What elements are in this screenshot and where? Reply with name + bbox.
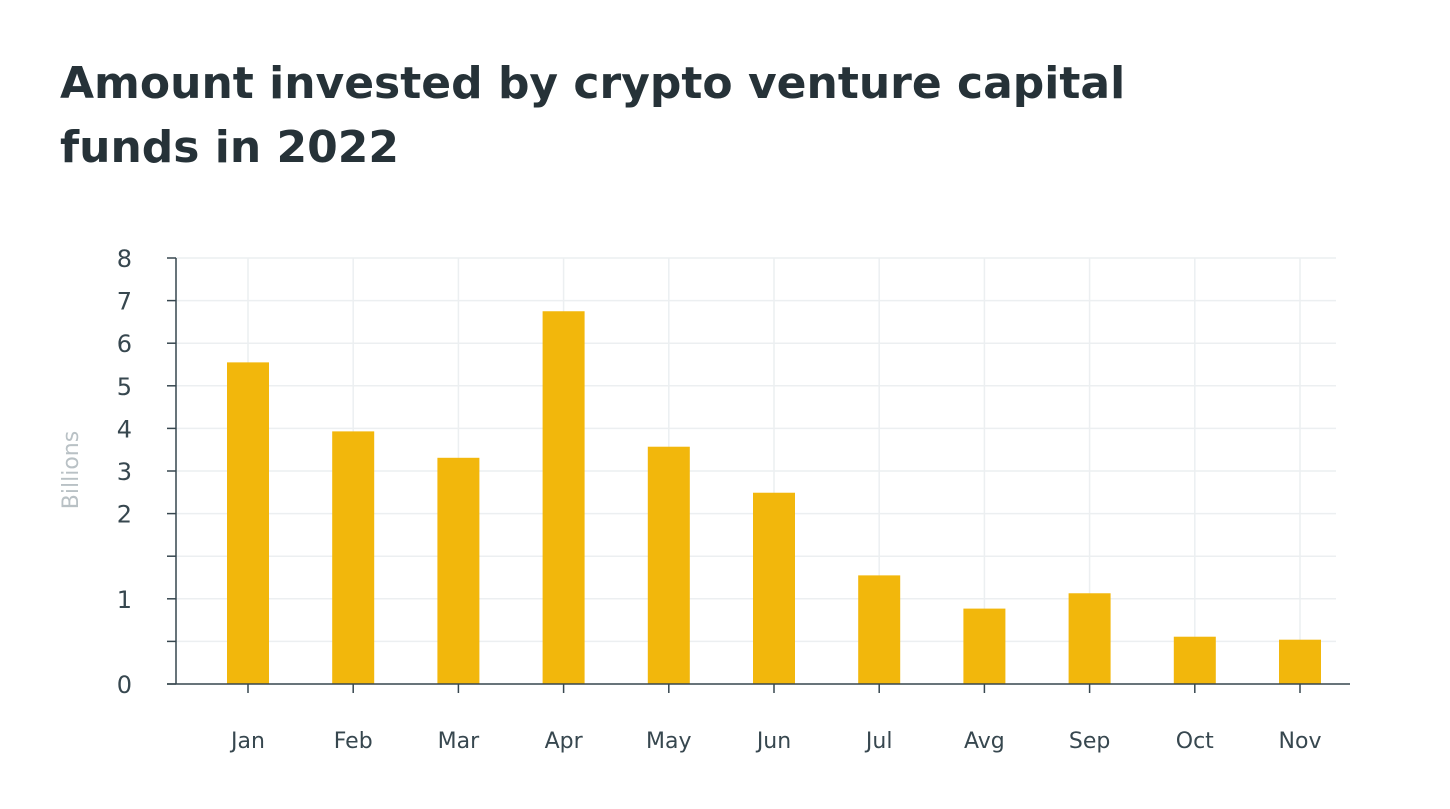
x-tick-label: Oct	[1176, 729, 1214, 754]
x-tick-label: Apr	[545, 729, 584, 754]
bars	[227, 311, 1321, 684]
y-tick-label: 7	[117, 288, 132, 316]
bar-may	[647, 446, 690, 684]
x-tick-label: Jul	[864, 729, 893, 754]
bar-oct	[1173, 636, 1216, 684]
x-tick-label: May	[646, 729, 691, 754]
x-tick-label: Jan	[229, 729, 265, 754]
bar-avg	[963, 608, 1006, 684]
chart-title-line-2: funds in 2022	[60, 122, 399, 173]
bar-jul	[858, 575, 901, 684]
x-tick-label: Nov	[1279, 729, 1322, 754]
bar-jun	[753, 492, 795, 684]
x-tick-label: Jun	[755, 729, 791, 754]
x-tick-label: Sep	[1069, 729, 1110, 754]
x-tick-label: Mar	[438, 729, 480, 754]
y-tick-label: 8	[117, 245, 132, 273]
bar-feb	[332, 431, 375, 684]
chart-title: Amount invested by crypto venture capita…	[60, 52, 1260, 180]
x-tick-label: Avg	[964, 729, 1005, 754]
y-tick-label: 1	[117, 586, 132, 614]
bar-sep	[1068, 593, 1111, 684]
y-tick-label: 2	[117, 501, 132, 529]
y-tick-label: 4	[117, 415, 132, 443]
y-tick-label: 3	[117, 458, 132, 486]
axes	[167, 257, 1350, 693]
chart-title-line-1: Amount invested by crypto venture capita…	[60, 58, 1126, 109]
bar-jan	[227, 362, 269, 684]
y-tick-label: 5	[117, 373, 132, 401]
bar-apr	[542, 311, 585, 684]
tick-labels: 0 1 2 3 4 5 6 7 8 Jan Feb Mar Apr May Jun Jul Avg Sep Oct N…	[117, 245, 1322, 754]
y-axis-label: Billions	[59, 431, 84, 509]
bar-mar	[437, 457, 480, 684]
x-tick-label: Feb	[334, 729, 373, 754]
bar-nov	[1279, 639, 1321, 684]
y-tick-label: 6	[117, 330, 132, 358]
y-tick-label: 0	[117, 671, 132, 699]
